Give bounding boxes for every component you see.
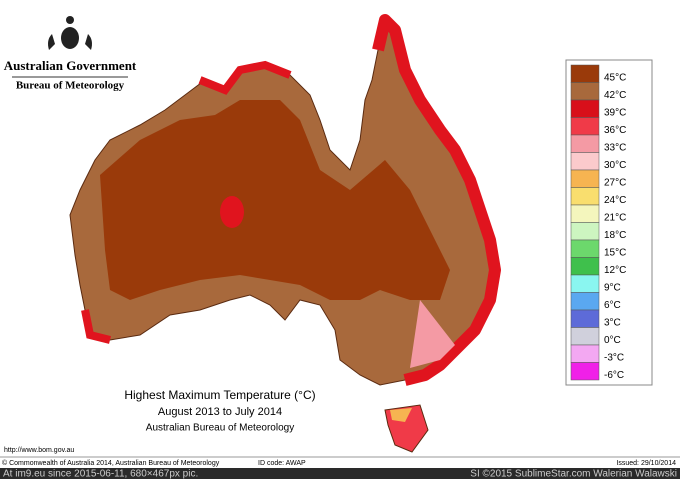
- legend-label: 21°C: [604, 212, 626, 223]
- legend-swatch: [570, 362, 600, 381]
- legend-swatch: [570, 152, 600, 171]
- legend-label: 9°C: [604, 282, 621, 293]
- watermark-left: At im9.eu since 2015-06-11, 680×467px pi…: [3, 469, 198, 479]
- id-code: ID code: AWAP: [258, 460, 306, 467]
- legend-swatch: [570, 187, 600, 206]
- legend-label: 6°C: [604, 300, 621, 311]
- legend-label: -6°C: [604, 370, 624, 381]
- agency-name: Bureau of Meteorology: [16, 80, 125, 92]
- legend-swatch: [570, 64, 600, 83]
- legend-swatch: [570, 292, 600, 311]
- legend-swatch: [570, 274, 600, 293]
- legend: 45°C 42°C 39°C 36°C 33°C 30°C 27°C 24°C 21°C 18°C…: [565, 59, 653, 386]
- legend-swatch: [570, 327, 600, 346]
- copyright: © Commonwealth of Australia 2014, Austra…: [2, 459, 220, 467]
- legend-label: 15°C: [604, 247, 626, 258]
- map-source: Australian Bureau of Meteorology: [146, 423, 294, 434]
- legend-label: 3°C: [604, 317, 621, 328]
- watermark-right: SI ©2015 SublimeStar.com Walerian Walaws…: [470, 469, 677, 479]
- legend-swatch: [570, 134, 600, 153]
- legend-swatch: [570, 239, 600, 258]
- crest: [48, 16, 92, 50]
- legend-label: 24°C: [604, 195, 626, 206]
- legend-swatch: [570, 344, 600, 363]
- legend-swatch: [570, 117, 600, 136]
- watermark-bar: [0, 468, 680, 479]
- legend-swatch: [570, 169, 600, 188]
- legend-label: -3°C: [604, 352, 624, 363]
- url: http://www.bom.gov.au: [4, 447, 74, 454]
- gov-name: Australian Government: [4, 58, 137, 73]
- map-title: Highest Maximum Temperature (°C): [124, 388, 315, 402]
- legend-label: 27°C: [604, 177, 626, 188]
- legend-label: 0°C: [604, 335, 621, 346]
- legend-label: 45°C: [604, 72, 626, 83]
- legend-label: 12°C: [604, 265, 626, 276]
- legend-swatch: [570, 82, 600, 101]
- legend-swatch: [570, 309, 600, 328]
- legend-label: 33°C: [604, 142, 626, 153]
- legend-label: 36°C: [604, 125, 626, 136]
- legend-swatch: [570, 204, 600, 223]
- legend-swatch: [570, 222, 600, 241]
- legend-swatch: [570, 257, 600, 276]
- legend-swatch: [570, 99, 600, 118]
- legend-label: 30°C: [604, 160, 626, 171]
- legend-label: 39°C: [604, 107, 626, 118]
- australia-map: [69, 14, 501, 453]
- legend-label: 42°C: [604, 90, 626, 101]
- legend-label: 18°C: [604, 230, 626, 241]
- issued-date: Issued: 29/10/2014: [616, 460, 676, 467]
- map-period: August 2013 to July 2014: [158, 406, 282, 418]
